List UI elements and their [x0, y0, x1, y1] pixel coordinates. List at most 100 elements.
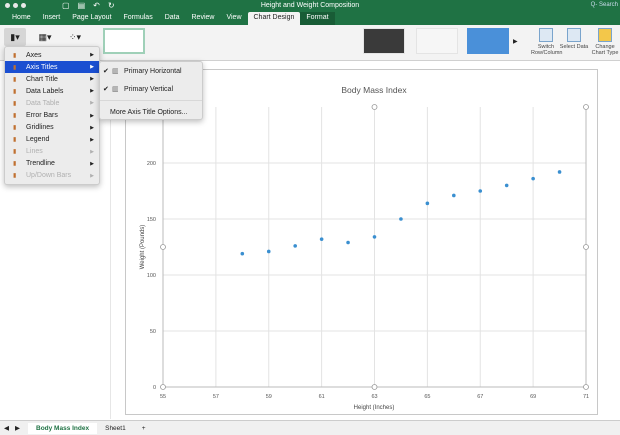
plot-area-handle: [583, 244, 589, 250]
element-icon: ▮: [13, 125, 17, 132]
menu-item-chart-title[interactable]: ▮ Chart Title ▶: [13, 75, 94, 83]
data-point: [557, 170, 562, 174]
x-tick-label: 63: [371, 394, 377, 400]
tab-page-layout[interactable]: Page Layout: [72, 14, 112, 21]
x-tick-label: 65: [424, 394, 430, 400]
sheet-tab-sheet1[interactable]: Sheet1: [105, 424, 126, 432]
tab-format[interactable]: Format: [300, 12, 335, 25]
element-icon: ▮: [13, 161, 17, 168]
zoom-button[interactable]: [21, 3, 26, 8]
menu-item-lines: ▮ Lines ▶: [13, 148, 94, 156]
axis-icon: ▥: [112, 86, 119, 93]
submenu-arrow-icon: ▶: [90, 76, 94, 83]
plot-area-handle: [160, 244, 166, 250]
data-point: [240, 251, 245, 256]
chart-type-icon: [598, 28, 612, 42]
element-icon: ▮: [13, 100, 17, 107]
element-icon: ▮: [13, 76, 17, 83]
quick-layout-button[interactable]: ▦▾: [38, 31, 52, 42]
menu-item-legend[interactable]: ▮ Legend ▶: [13, 136, 94, 144]
title-bar: ▢ ▤ ↶ ↻ Height and Weight Composition Q- Se…: [0, 0, 620, 12]
add-chart-element-menu: ▮ Axes ▶ ▮ Axis Titles ▶ ▮ Chart Title ▶ ▮ Data La…: [4, 46, 100, 185]
chart-style-1[interactable]: [103, 28, 145, 54]
x-tick-label: 61: [319, 394, 325, 400]
switch-row-column-button[interactable]: Switch Row/Column: [531, 28, 562, 56]
sheet-tab-bar: ◀ ▶ Body Mass Index Sheet1 +: [0, 420, 620, 435]
tab-insert[interactable]: Insert: [42, 14, 61, 21]
element-icon: ▮: [13, 52, 17, 59]
menu-item-trendline[interactable]: ▮ Trendline ▶: [13, 160, 94, 168]
plot-area-handle: [160, 384, 166, 390]
data-point: [452, 193, 456, 198]
close-button[interactable]: [5, 3, 10, 8]
tab-view[interactable]: View: [226, 14, 242, 21]
sidebar-icon[interactable]: ▢: [62, 1, 70, 10]
menu-item-gridlines[interactable]: ▮ Gridlines ▶: [13, 124, 94, 132]
menu-item-primary-vertical[interactable]: ✔ ▥ Primary Vertical: [103, 85, 174, 94]
submenu-arrow-icon: ▶: [90, 112, 94, 119]
submenu-arrow-icon: ▶: [90, 124, 94, 131]
x-tick-label: 57: [213, 394, 219, 400]
menu-item-data-labels[interactable]: ▮ Data Labels ▶: [13, 87, 94, 95]
data-point: [478, 189, 483, 193]
data-point: [266, 249, 271, 254]
tab-review[interactable]: Review: [191, 14, 215, 21]
y-tick-label: 100: [147, 273, 156, 279]
submenu-arrow-icon: ▶: [90, 64, 94, 71]
data-point: [531, 176, 535, 181]
menu-item-more-axis-title-options[interactable]: More Axis Title Options...: [110, 108, 188, 116]
change-colors-button[interactable]: ⁘▾: [68, 31, 82, 42]
y-tick-label: 50: [150, 329, 156, 335]
tab-data[interactable]: Data: [164, 14, 180, 21]
scatter-plot: 55 57 59 61 63 65 67 69 71 0 50 100 150 200 Body Mass …: [140, 85, 589, 411]
window-title: Height and Weight Composition: [260, 2, 360, 9]
submenu-arrow-icon: ▶: [90, 88, 94, 95]
menu-item-primary-horizontal[interactable]: ✔ ▥ Primary Horizontal: [103, 67, 182, 76]
chart-style-blue[interactable]: [467, 28, 509, 54]
element-icon: ▮: [13, 149, 17, 156]
chart[interactable]: 55 57 59 61 63 65 67 69 71 0 50 100 150 200 Body Mass …: [125, 69, 598, 415]
window-controls[interactable]: [5, 3, 26, 8]
redo-icon[interactable]: ↻: [107, 1, 115, 10]
x-tick-label: 55: [160, 394, 166, 400]
axis-titles-submenu: ✔ ▥ Primary Horizontal ✔ ▥ Primary Vertical …: [99, 61, 203, 120]
change-chart-type-button[interactable]: Change Chart Type: [590, 28, 620, 56]
tab-formulas[interactable]: Formulas: [123, 14, 153, 21]
next-sheet-icon[interactable]: ▶: [15, 425, 20, 432]
data-point: [399, 217, 403, 221]
search-input[interactable]: Q- Search: [590, 2, 618, 8]
menu-item-axes[interactable]: ▮ Axes ▶: [13, 51, 94, 59]
x-tick-label: 69: [530, 394, 536, 400]
menu-item-up-down-bars: ▮ Up/Down Bars ▶: [13, 172, 94, 180]
chart-style-light[interactable]: [416, 28, 458, 54]
more-styles-arrow-icon[interactable]: ▶: [513, 39, 518, 45]
chart-style-dark[interactable]: [363, 28, 405, 54]
x-tick-label: 71: [583, 394, 589, 400]
undo-icon[interactable]: ↶: [93, 1, 100, 10]
save-icon[interactable]: ▤: [77, 1, 86, 10]
switch-icon: [539, 28, 553, 42]
tab-home[interactable]: Home: [12, 14, 31, 21]
select-data-button[interactable]: Select Data: [559, 28, 589, 50]
menu-item-error-bars[interactable]: ▮ Error Bars ▶: [13, 112, 94, 120]
x-tick-label: 67: [477, 394, 483, 400]
ribbon-tabs: Home Insert Page Layout Formulas Data Review V…: [0, 12, 620, 25]
menu-item-axis-titles[interactable]: ▮ Axis Titles ▶: [5, 61, 99, 74]
plot-area-handle: [583, 384, 589, 390]
submenu-arrow-icon: ▶: [90, 136, 94, 143]
add-chart-element-button[interactable]: ▮▾: [4, 28, 26, 46]
data-point: [346, 240, 350, 245]
plot-area-handle: [371, 384, 378, 390]
sheet-tab-body-mass-index[interactable]: Body Mass Index: [28, 422, 98, 434]
prev-sheet-icon[interactable]: ◀: [4, 425, 9, 432]
add-sheet-icon[interactable]: +: [141, 424, 146, 432]
minimize-button[interactable]: [13, 3, 18, 8]
data-point: [504, 183, 509, 188]
y-axis-title: Weight (Pounds): [140, 225, 146, 270]
submenu-arrow-icon: ▶: [90, 100, 94, 107]
tab-chart-design[interactable]: Chart Design: [247, 12, 301, 25]
y-tick-label: 200: [147, 161, 156, 167]
submenu-arrow-icon: ▶: [90, 160, 94, 167]
check-icon: ✔: [103, 68, 109, 75]
chart-title: Body Mass Index: [341, 85, 407, 95]
